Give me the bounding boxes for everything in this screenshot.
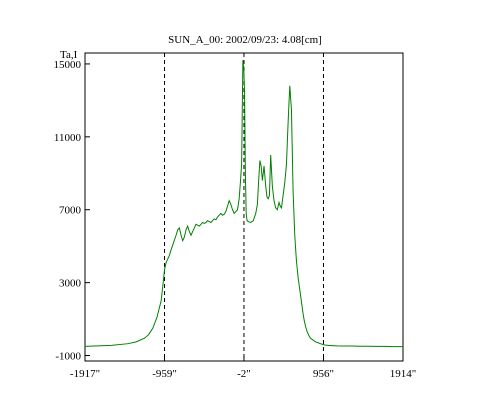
x-tick-label: 956" [313, 368, 334, 380]
y-tick-label: 15000 [54, 59, 82, 71]
chart-title: SUN_A_00: 2002/09/23: 4.08[cm] [168, 34, 322, 46]
marker-lines [164, 53, 324, 361]
x-axis: -1917" -959" -2" 956" 1914" [70, 356, 416, 380]
y-tick-label: 11000 [54, 132, 82, 144]
x-tick-label: 1914" [390, 368, 417, 380]
y-tick-label: 3000 [59, 278, 82, 290]
x-tick-label: -1917" [70, 368, 100, 380]
series-line [84, 60, 403, 348]
y-tick-label: -1000 [55, 351, 81, 363]
x-tick-label: -2" [237, 368, 251, 380]
y-tick-label: 7000 [59, 205, 82, 217]
y-axis: 15000 11000 7000 3000 -1000 [54, 59, 90, 363]
y-axis-label: Ta,I [60, 49, 78, 61]
x-tick-label: -959" [152, 368, 177, 380]
